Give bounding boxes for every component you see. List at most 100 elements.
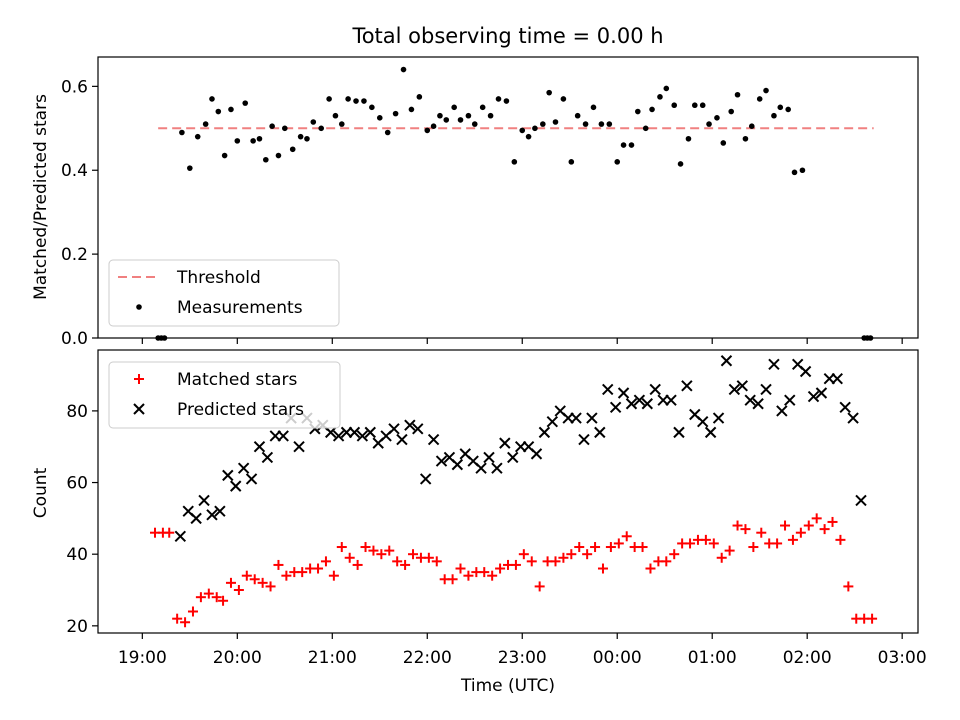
predicted-star-point [704,426,717,439]
measurement-point [457,117,464,123]
cross-stroke [744,394,756,406]
measurement-point [262,156,269,163]
bottom-y-tick-label: 80 [66,402,88,422]
predicted-star-point [578,433,590,446]
matched-star-point [645,563,656,574]
predicted-star-point [277,430,289,442]
predicted-star-point [190,512,202,525]
measurement-point [495,96,502,102]
measurement-point [310,119,317,125]
cross-stroke [617,387,630,399]
cross-stroke [467,455,479,467]
matched-star-point [803,520,814,531]
matched-star-point [487,570,498,581]
matched-star-point [431,556,442,567]
cross-stroke [182,505,194,517]
measurement-point [479,104,486,111]
predicted-star-point [570,412,582,424]
matched-star-point [772,538,783,549]
cross-stroke [522,441,535,453]
matched-star-point [164,527,175,538]
cross-stroke [237,462,250,474]
bottom-legend: Matched stars Predicted stars [108,361,341,429]
cross-stroke [348,426,361,439]
measurement-point [742,135,749,142]
matched-star-point [661,556,672,567]
cross-stroke [641,398,654,410]
matched-star-point [669,549,680,560]
predicted-star-point [815,387,828,399]
measurement-point [671,102,678,109]
measurements-series [155,66,874,341]
measurement-point [763,87,769,94]
matched-star-point [510,559,521,570]
measurement-point [532,125,538,132]
cross-stroke [475,462,487,474]
predicted-star-point [649,383,661,396]
measurement-point [318,125,325,132]
matched-star-point [172,613,183,624]
matched-star-point [843,581,854,592]
predicted-star-point [412,423,424,435]
cross-stroke [799,365,812,378]
measurement-point [677,161,684,167]
measurement-point [598,121,605,127]
matched-star-point [368,545,379,556]
cross-stroke [625,398,638,410]
predicted-star-point [720,355,733,367]
matched-star-point [550,556,561,567]
bottom-y-tick-label: 60 [66,474,88,494]
predicted-star-point [538,426,551,439]
matched-star-point [447,574,458,585]
measurement-point [187,165,193,171]
measurement-point [430,123,437,130]
cross-stroke [831,372,843,385]
cross-stroke [324,426,337,439]
measurement-point [590,104,597,111]
predicted-star-point [174,530,187,542]
cross-stroke [332,430,345,442]
predicted-star-point [261,451,274,464]
top-chart-panel: 0.0 0.2 0.4 0.6 Matched/Predicted stars Thr… [31,56,919,349]
predicted-star-point [673,426,685,439]
measurement-point [376,115,383,121]
top-y-tick-label: 0.4 [61,161,88,181]
cross-stroke [633,394,646,406]
bottom-x-tick-label: 02:00 [783,648,832,668]
cross-stroke [253,441,266,453]
measurement-point [519,127,526,134]
cross-stroke [570,412,582,424]
x-axis-label: Time (UTC) [460,676,555,696]
cross-stroke [586,412,598,424]
measurement-point [714,115,720,121]
legend-plus-marker [134,374,144,384]
measurement-point [728,108,735,115]
predicted-star-point [728,383,741,396]
measurement-point [620,142,627,148]
predicted-star-point [839,401,851,414]
predicted-star-point [451,458,464,471]
predicted-star-point [245,473,258,485]
cross-stroke [815,387,828,399]
cross-stroke [665,394,677,406]
predicted-star-point [222,469,234,482]
matched-star-point [352,559,363,570]
top-y-tick-label: 0.0 [61,329,88,349]
predicted-star-point [356,430,369,442]
bottom-x-tick-label: 20:00 [213,648,262,668]
legend-cross-marker [133,403,145,415]
legend-measurements-label: Measurements [177,298,303,318]
cross-stroke [602,383,614,396]
predicted-star-point [206,509,218,521]
matched-star-point [218,595,229,606]
measurement-point [437,112,443,119]
measurement-point [209,96,215,102]
predicted-star-point [491,462,503,474]
measurement-point [635,108,641,115]
matched-star-point [582,549,593,560]
matched-star-point [867,613,878,624]
top-y-tick-label: 0.2 [61,245,88,265]
cross-stroke [435,455,448,467]
matched-star-point [756,527,767,538]
cross-stroke [673,426,685,439]
